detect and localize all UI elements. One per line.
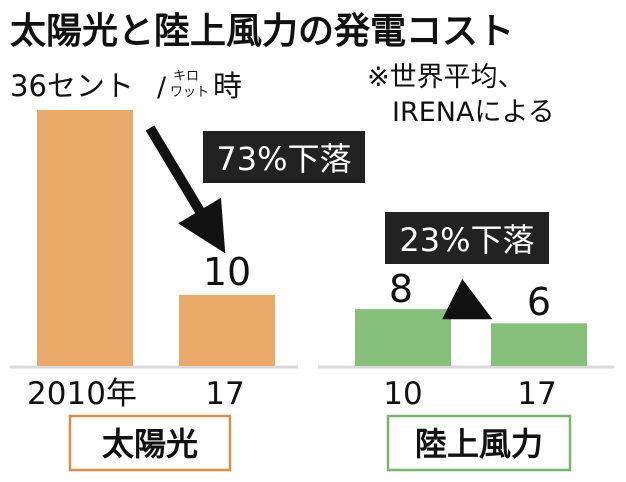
bar-wind-2010 [355, 309, 451, 366]
wind-change-label: 23%下落 [399, 221, 534, 259]
source-note-line2: IRENAによる [392, 97, 555, 128]
x-label-wind-2017: 17 [517, 376, 556, 412]
data-label-wind-2010: 8 [389, 267, 413, 311]
x-label-solar-2017: 17 [205, 376, 244, 412]
data-label-wind-2017: 6 [527, 280, 551, 324]
unit-slash: / [157, 72, 167, 103]
data-label-solar-2017: 10 [203, 250, 251, 294]
solar-group-label-box: 太陽光 [68, 414, 232, 472]
chart-title: 太陽光と陸上風力の発電コスト [10, 11, 514, 52]
unit-stack-top: キロ [173, 69, 199, 84]
wind-group-label-box: 陸上風力 [386, 414, 572, 472]
solar-change-callout: 73%下落 [203, 131, 365, 183]
unit-tail: 時 [213, 69, 242, 103]
unit-label: 36セント / キロ ワット 時 [10, 69, 242, 103]
solar-group-box-border [68, 414, 232, 472]
solar-change-label: 73%下落 [216, 140, 351, 178]
solar-decline-arrow [145, 125, 226, 254]
source-note-line1: ※世界平均、 [367, 62, 525, 93]
x-label-wind-2010: 10 [383, 376, 422, 412]
unit-value: 36セント [10, 69, 134, 103]
bar-solar-2010 [37, 110, 133, 366]
bar-solar-2017 [179, 294, 275, 366]
solar-group-name: 太陽光 [102, 425, 198, 463]
wind-change-callout: 23%下落 [385, 212, 549, 264]
wind-group-name: 陸上風力 [415, 425, 543, 463]
unit-stack-bottom: ワット [170, 85, 209, 100]
wind-decline-arrow [442, 278, 493, 320]
bar-wind-2017 [491, 323, 587, 366]
wind-group-box-border [386, 414, 572, 472]
solar-change-callout-bg [203, 131, 365, 183]
wind-change-callout-bg [385, 212, 549, 264]
x-label-solar-2010: 2010年 [27, 376, 137, 412]
